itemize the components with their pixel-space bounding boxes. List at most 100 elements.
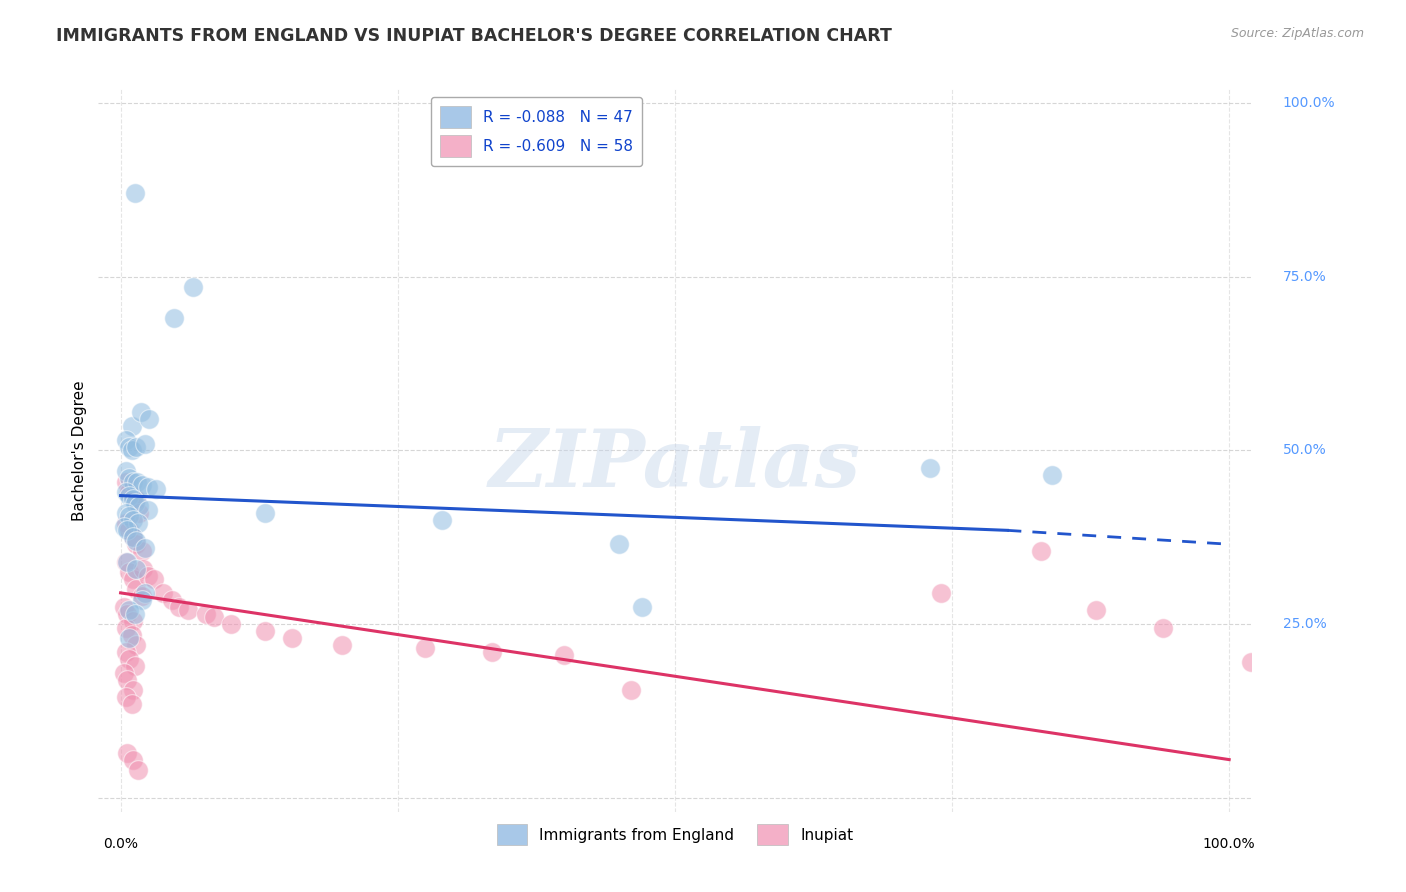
Point (115, 433, 138, 447)
Text: 50.0%: 50.0% (1282, 443, 1326, 458)
Y-axis label: Bachelor's Degree: Bachelor's Degree (72, 380, 87, 521)
Point (125, 492, 148, 507)
Point (129, 405, 152, 419)
Text: Source: ZipAtlas.com: Source: ZipAtlas.com (1230, 27, 1364, 40)
Text: 100.0%: 100.0% (1204, 837, 1256, 851)
Point (142, 572, 165, 586)
Point (160, 592, 183, 607)
Point (121, 489, 143, 503)
Point (131, 478, 153, 492)
Point (1240, 656, 1263, 670)
Point (181, 280, 204, 294)
Point (124, 186, 146, 201)
Point (145, 482, 167, 496)
Point (125, 537, 148, 551)
Point (136, 480, 159, 494)
Point (115, 475, 138, 489)
Point (131, 544, 153, 558)
Text: 0.0%: 0.0% (103, 837, 138, 851)
Point (929, 586, 952, 600)
Point (619, 683, 641, 698)
Point (630, 599, 652, 614)
Point (127, 763, 149, 777)
Point (415, 641, 437, 656)
Point (115, 690, 138, 704)
Point (221, 617, 243, 632)
Point (281, 631, 304, 645)
Legend: Immigrants from England, Inupiat: Immigrants from England, Inupiat (488, 814, 862, 855)
Text: IMMIGRANTS FROM ENGLAND VS INUPIAT BACHELOR'S DEGREE CORRELATION CHART: IMMIGRANTS FROM ENGLAND VS INUPIAT BACHE… (56, 27, 893, 45)
Point (115, 464, 138, 478)
Point (118, 471, 141, 485)
Point (112, 599, 135, 614)
Point (131, 590, 153, 604)
Point (121, 513, 143, 527)
Point (121, 443, 143, 458)
Point (124, 495, 146, 509)
Text: 25.0%: 25.0% (1282, 617, 1326, 632)
Point (115, 485, 138, 500)
Point (134, 541, 156, 555)
Point (194, 607, 217, 621)
Point (177, 603, 200, 617)
Point (117, 746, 138, 760)
Point (117, 555, 138, 569)
Point (127, 516, 149, 531)
Point (118, 489, 141, 503)
Point (121, 419, 143, 434)
Text: 100.0%: 100.0% (1282, 96, 1336, 110)
Point (134, 586, 156, 600)
Point (1152, 621, 1174, 635)
Point (136, 502, 159, 516)
Point (609, 537, 631, 551)
Point (118, 603, 141, 617)
Point (132, 561, 155, 575)
Point (121, 530, 143, 544)
Point (138, 412, 160, 426)
Point (127, 475, 149, 489)
Point (134, 436, 156, 450)
Point (1085, 603, 1108, 617)
Point (117, 607, 138, 621)
Point (118, 652, 141, 666)
Point (121, 753, 143, 767)
Point (112, 665, 135, 680)
Point (115, 621, 138, 635)
Point (118, 485, 141, 500)
Point (1029, 544, 1052, 558)
Point (124, 658, 146, 673)
Point (1040, 467, 1063, 482)
Point (118, 440, 141, 454)
Point (1362, 683, 1385, 698)
Point (115, 645, 138, 659)
Point (115, 555, 138, 569)
Point (330, 638, 353, 652)
Point (253, 624, 276, 639)
Point (253, 506, 276, 520)
Point (481, 645, 503, 659)
Point (128, 499, 150, 513)
Point (117, 673, 138, 687)
Point (118, 524, 141, 538)
Point (125, 638, 148, 652)
Point (121, 530, 143, 544)
Point (112, 520, 135, 534)
Point (169, 599, 191, 614)
Point (136, 568, 159, 582)
Point (121, 627, 143, 641)
Point (118, 631, 141, 645)
Point (152, 586, 174, 600)
Point (118, 509, 141, 524)
Text: 75.0%: 75.0% (1282, 269, 1326, 284)
Point (128, 506, 150, 520)
Point (121, 492, 143, 507)
Point (1317, 460, 1340, 475)
Point (117, 524, 138, 538)
Point (125, 440, 148, 454)
Point (163, 311, 186, 326)
Point (121, 683, 143, 698)
Point (118, 565, 141, 579)
Point (202, 610, 225, 624)
Point (125, 533, 148, 548)
Point (553, 648, 575, 663)
